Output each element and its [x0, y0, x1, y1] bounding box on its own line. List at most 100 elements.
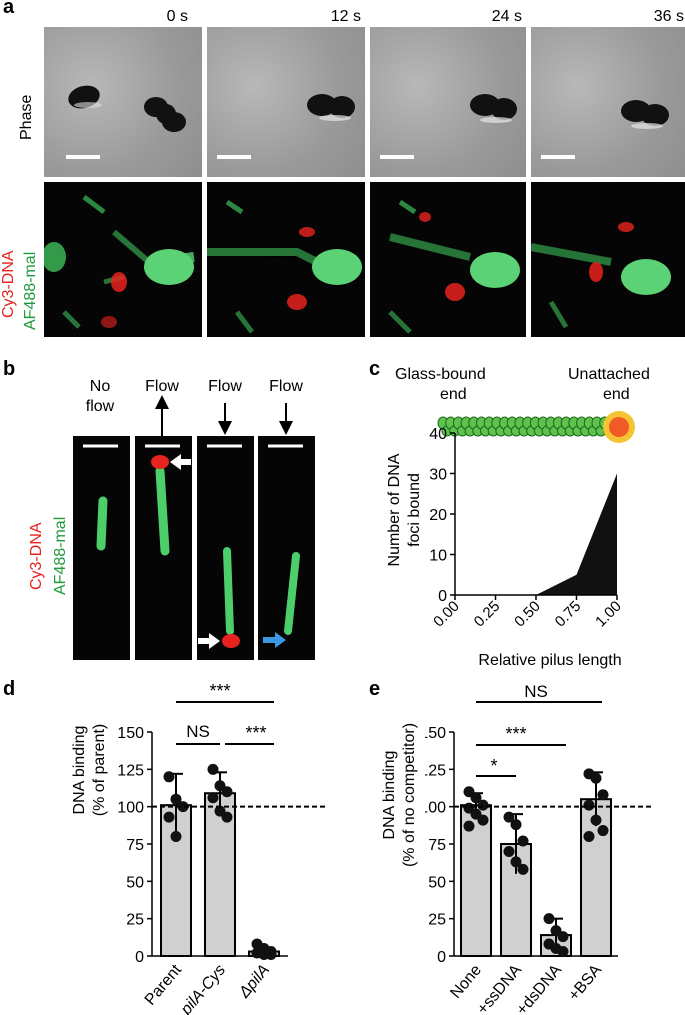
- flow-image: [73, 436, 130, 660]
- data-point: [207, 792, 219, 804]
- y-tick-label: 75: [126, 837, 144, 854]
- data-point: [477, 799, 489, 811]
- data-point: [265, 949, 277, 961]
- x-tick-label: 0.25: [471, 598, 504, 631]
- y-tick-label: 0: [437, 949, 446, 966]
- e-ylabel: DNA binding (% of no competitor): [380, 675, 420, 915]
- column-label: Flow: [208, 378, 242, 395]
- c-xlabel: Relative pilus length: [478, 652, 622, 669]
- y-tick-label: 20: [429, 507, 447, 524]
- phase-image: [44, 27, 202, 177]
- scale-bar: [217, 155, 251, 159]
- data-point: [207, 763, 219, 775]
- time-label: 12 s: [330, 8, 361, 25]
- data-point: [590, 772, 602, 784]
- data-point: [170, 793, 182, 805]
- data-point: [597, 789, 609, 801]
- arrow-down-icon: [279, 403, 293, 435]
- phase-image: [207, 27, 365, 177]
- phase-row-label: Phase: [18, 94, 35, 140]
- column-label: flow: [85, 398, 115, 415]
- data-point: [221, 811, 233, 823]
- data-point: [543, 913, 555, 925]
- significance-label: ***: [505, 724, 526, 744]
- fluor-row-label-green: AF488-mal: [52, 516, 69, 595]
- glass-bound-label: end: [440, 386, 467, 403]
- arrow-right-icon: [263, 632, 286, 648]
- arrow-right-icon: [198, 633, 220, 649]
- data-point: [583, 799, 595, 811]
- column-label: No: [89, 378, 111, 395]
- panel-b-label: b: [3, 358, 16, 380]
- fluorescence-image: [207, 182, 365, 337]
- significance-label: ***: [209, 681, 230, 701]
- flow-image: [197, 436, 254, 660]
- data-point: [510, 819, 522, 831]
- data-point: [503, 811, 515, 823]
- flow-image: [135, 436, 192, 660]
- scale-bar: [541, 155, 575, 159]
- data-point: [163, 811, 175, 823]
- arrow-up-icon: [155, 395, 169, 437]
- y-tick-label: 10: [429, 548, 447, 565]
- c-ylabel-line: Number of DNA: [386, 453, 403, 567]
- data-point: [557, 931, 569, 943]
- y-tick-label: 150: [117, 725, 144, 742]
- x-tick-label: 0.00: [430, 598, 463, 631]
- x-tick-label: 0.50: [511, 598, 544, 631]
- time-label: 0 s: [166, 8, 188, 25]
- scale-bar: [380, 155, 414, 159]
- data-point: [503, 845, 515, 857]
- significance-label: NS: [186, 722, 210, 741]
- time-label: 36 s: [653, 8, 684, 25]
- data-point: [557, 946, 569, 958]
- category-label: Parent: [142, 961, 186, 1008]
- d-ylabel-line: DNA binding: [71, 725, 88, 815]
- flow-arrows: [155, 395, 293, 437]
- fluorescence-image: [531, 182, 685, 337]
- y-tick-label: 0: [438, 588, 447, 605]
- data-point: [221, 786, 233, 798]
- area-series: [455, 473, 617, 595]
- data-point: [583, 831, 595, 843]
- dna-binding-competitor-chart: 0255075100125150None+ssDNA+dsDNA+BSANS**…: [425, 682, 653, 1015]
- dna-focus: [609, 417, 629, 437]
- column-label: Flow: [145, 378, 179, 395]
- e-ylabel-line: (% of no competitor): [401, 722, 418, 868]
- e-ylabel-line: DNA binding: [381, 750, 398, 840]
- category-label: None: [447, 962, 485, 1002]
- y-tick-label: 150: [425, 725, 446, 742]
- data-point: [517, 863, 529, 875]
- data-point: [477, 814, 489, 826]
- fluorescence-image: [370, 182, 526, 337]
- y-tick-label: 40: [429, 426, 447, 443]
- data-point: [163, 771, 175, 783]
- data-point: [510, 856, 522, 868]
- fluorescence-image: [44, 182, 202, 337]
- category-label: ΔpilA: [235, 962, 273, 1002]
- panel-a-label: a: [3, 0, 15, 18]
- column-label: Flow: [269, 378, 303, 395]
- fluor-row-label-red: Cy3-DNA: [0, 250, 17, 318]
- phase-image: [370, 27, 526, 177]
- unattached-label: end: [603, 386, 630, 403]
- y-tick-label: 100: [117, 800, 144, 817]
- data-point: [170, 831, 182, 843]
- time-label: 24 s: [491, 8, 522, 25]
- y-tick-label: 25: [428, 912, 446, 929]
- data-point: [597, 825, 609, 837]
- y-tick-label: 0: [135, 949, 144, 966]
- unattached-label: Unattached: [568, 366, 650, 383]
- category-label: +BSA: [565, 961, 605, 1004]
- panel-c-label: c: [369, 358, 381, 380]
- panel-e-label: e: [369, 678, 381, 700]
- data-point: [590, 814, 602, 826]
- c-ylabel: Number of DNA foci bound: [385, 420, 425, 600]
- y-tick-label: 30: [429, 467, 447, 484]
- significance-label: NS: [524, 682, 548, 701]
- y-tick-label: 125: [117, 762, 144, 779]
- category-label: pilA-Cys: [177, 962, 229, 1015]
- arrow-left-icon: [170, 454, 191, 470]
- y-tick-label: 75: [428, 837, 446, 854]
